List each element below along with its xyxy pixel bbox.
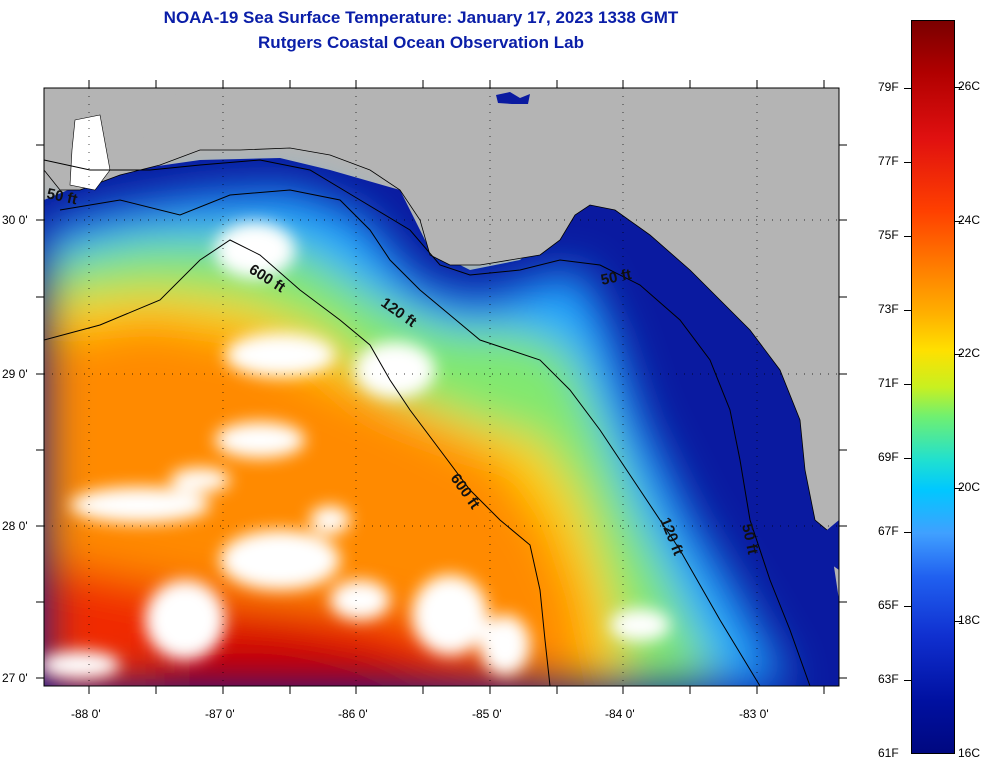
inland-lake [496, 92, 530, 104]
colorbar-f-label: 79F [878, 80, 899, 94]
lat-label: 27 0' [2, 671, 28, 685]
colorbar-f-label: 63F [878, 672, 899, 686]
colorbar-f-label: 61F [878, 746, 899, 760]
colorbar-f-label: 65F [878, 598, 899, 612]
colorbar-f-label: 71F [878, 376, 899, 390]
colorbar-c-label: 26C [958, 79, 981, 93]
contour-label-50ft: 50 ft [738, 522, 761, 556]
lon-label: -88 0' [71, 707, 101, 720]
cloud-cover [44, 222, 670, 679]
contour-label-50ft: 50 ft [599, 266, 633, 289]
axis-ticks [36, 80, 847, 694]
colorbar-c-label: 24C [958, 213, 981, 227]
lat-label: 28 0' [2, 519, 28, 533]
colorbar-c-label: 16C [958, 746, 981, 760]
lon-label: -83 0' [739, 707, 769, 720]
bathymetry-contours [44, 159, 811, 686]
colorbar-f-label: 77F [878, 154, 899, 168]
lon-label: -86 0' [338, 707, 368, 720]
colorbar-c-label: 18C [958, 613, 981, 627]
colorbar-c-label: 20C [958, 480, 981, 494]
coastline [44, 88, 839, 570]
lon-label: -87 0' [205, 707, 235, 720]
colorbar-f-label: 69F [878, 450, 899, 464]
lon-label: -84 0' [605, 707, 635, 720]
colorbar-c-label: 22C [958, 346, 981, 360]
lat-label: 29 0' [2, 367, 28, 381]
map-title: NOAA-19 Sea Surface Temperature: January… [163, 8, 679, 27]
contour-label-50ft: 50 ft [45, 185, 79, 208]
mobile-bay-cloud [69, 114, 111, 191]
map-frame [43, 87, 840, 687]
colorbar-f-label: 75F [878, 228, 899, 242]
colorbar-f-label: 73F [878, 302, 899, 316]
sst-map: 50 ft 600 ft 120 ft 50 ft 600 ft 120 ft … [2, 80, 847, 720]
lat-label: 30 0' [2, 213, 28, 227]
colorbar-f-label: 67F [878, 524, 899, 538]
temperature-colorbar [911, 20, 955, 754]
map-subtitle: Rutgers Coastal Ocean Observation Lab [258, 33, 584, 52]
lon-label: -85 0' [472, 707, 502, 720]
